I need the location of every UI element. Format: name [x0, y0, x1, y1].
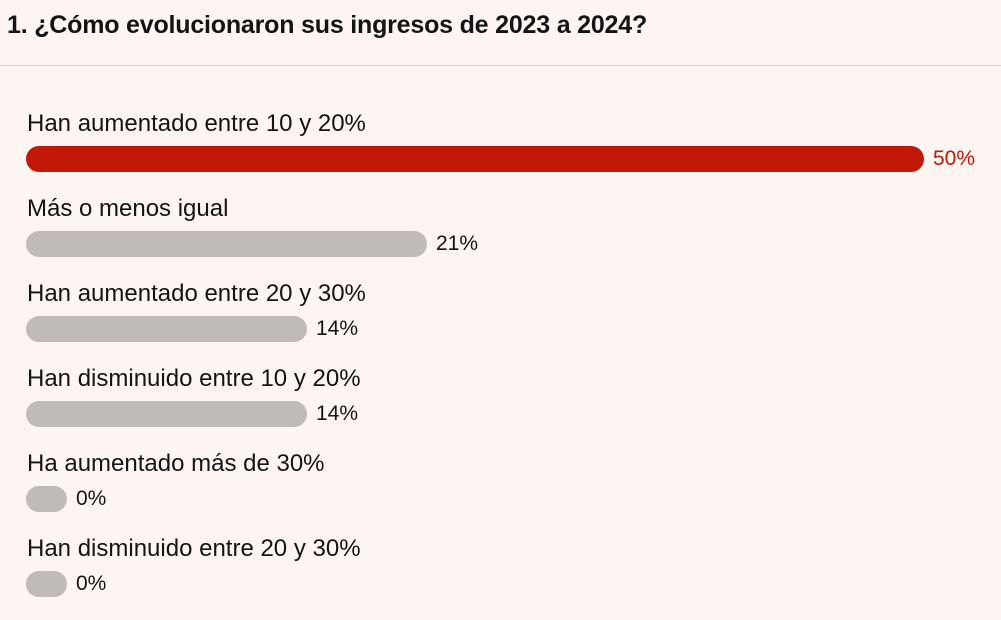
result-bar — [26, 401, 307, 427]
result-bar — [26, 231, 427, 257]
result-row: Han disminuido entre 20 y 30% 0% — [0, 535, 1001, 620]
result-row: Han aumentado entre 10 y 20% 50% — [0, 110, 1001, 195]
percentage-label: 0% — [76, 572, 107, 595]
result-row: Ha aumentado más de 30% 0% — [0, 450, 1001, 535]
option-label: Han aumentado entre 10 y 20% — [27, 110, 366, 137]
result-row: Más o menos igual 21% — [0, 195, 1001, 280]
result-bar — [26, 486, 67, 512]
question-header: 1. ¿Cómo evolucionaron sus ingresos de 2… — [0, 0, 1001, 66]
result-bar — [26, 571, 67, 597]
option-label: Más o menos igual — [27, 195, 229, 222]
result-row: Han aumentado entre 20 y 30% 14% — [0, 280, 1001, 365]
result-row: Han disminuido entre 10 y 20% 14% — [0, 365, 1001, 450]
option-label: Han disminuido entre 20 y 30% — [27, 535, 361, 562]
percentage-label: 50% — [933, 147, 976, 170]
option-label: Han disminuido entre 10 y 20% — [27, 365, 361, 392]
percentage-label: 21% — [436, 232, 479, 255]
percentage-label: 0% — [76, 487, 107, 510]
percentage-label: 14% — [316, 402, 359, 425]
result-bar — [26, 146, 924, 172]
result-bar — [26, 316, 307, 342]
question-title: 1. ¿Cómo evolucionaron sus ingresos de 2… — [7, 11, 648, 39]
percentage-label: 14% — [316, 317, 359, 340]
option-label: Ha aumentado más de 30% — [27, 450, 325, 477]
option-label: Han aumentado entre 20 y 30% — [27, 280, 366, 307]
